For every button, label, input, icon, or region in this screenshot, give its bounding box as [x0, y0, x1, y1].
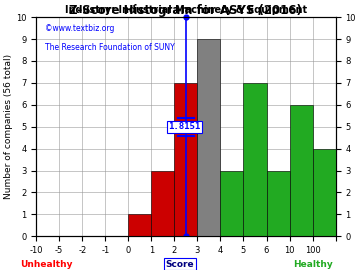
Text: Unhealthy: Unhealthy	[21, 260, 73, 269]
Text: Score: Score	[166, 260, 194, 269]
Bar	[174, 83, 197, 236]
Title: Z-Score Histogram for ASYS (2016): Z-Score Histogram for ASYS (2016)	[69, 4, 302, 17]
Bar	[128, 214, 151, 236]
Text: Industry: Industrial Machinery & Equipment: Industry: Industrial Machinery & Equipme…	[65, 5, 307, 15]
Y-axis label: Number of companies (56 total): Number of companies (56 total)	[4, 54, 13, 199]
Text: 1.8151: 1.8151	[168, 122, 201, 131]
Bar	[289, 105, 312, 236]
Text: ©www.textbiz.org: ©www.textbiz.org	[45, 24, 114, 33]
Text: Healthy: Healthy	[293, 260, 333, 269]
Bar	[243, 83, 266, 236]
Bar	[151, 171, 174, 236]
Bar	[197, 39, 220, 236]
Bar	[220, 171, 243, 236]
Text: The Research Foundation of SUNY: The Research Foundation of SUNY	[45, 43, 175, 52]
Bar	[266, 171, 289, 236]
Bar	[312, 149, 336, 236]
